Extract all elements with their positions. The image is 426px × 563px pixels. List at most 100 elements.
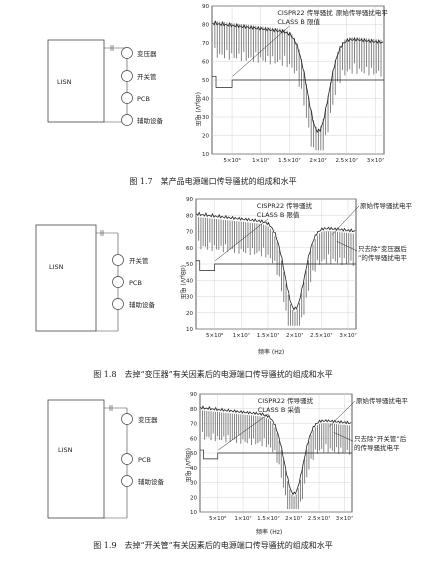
x-axis-label: 频率 (Hz)	[256, 528, 282, 536]
annot-orig: 原始传导骚扰电平	[336, 8, 389, 17]
annot-cispr: CISPR22 传导骚扰	[277, 8, 333, 17]
component-label: PCB	[129, 279, 142, 287]
x-tick-label: 5×10⁶	[223, 157, 241, 164]
caption-1-7: 图 1.7 某产品电源端口传导骚扰的组成和水平	[129, 177, 297, 186]
component-node	[121, 92, 133, 104]
component-label: PCB	[137, 95, 150, 103]
annot-pointer	[336, 241, 358, 252]
figure-1-8: LISN 开关管 PCB 辅助设备 (dBμV) 电压 频率 (Hz) 90 80…	[0, 193, 426, 363]
y-tick-label: 60	[186, 246, 193, 252]
x-tick-label: 1.5×10⁷	[278, 157, 301, 164]
component-node	[121, 114, 133, 126]
y-axis-label: (dBμV) 电压	[184, 448, 192, 482]
annot-pointer	[232, 25, 290, 77]
y-tick-label: 20	[186, 311, 193, 317]
y-tick-label: 10	[186, 327, 193, 333]
y-tick-label: 70	[186, 230, 193, 236]
figure-1-8-svg: LISN 开关管 PCB 辅助设备 (dBμV) 电压 频率 (Hz) 90 80…	[35, 197, 413, 356]
caption-1-8: 图 1.8 去掉“变压器”有关因素后的电源端口传导骚扰的组成和水平	[93, 370, 333, 379]
spectrum-plot: (dBμV) 电压 90 80 70 60 50 40 30 20 10 5×10⁶ 1×10⁷ 1.…	[194, 4, 388, 164]
lisn-label: LISN	[57, 78, 72, 86]
limit-line	[212, 75, 384, 88]
y-tick-label: 20	[202, 134, 209, 140]
y-tick-label: 90	[202, 4, 209, 10]
original-envelope	[212, 20, 384, 133]
annot-orig: 原始传导骚扰电平	[356, 396, 409, 405]
x-axis-label: 频率 (Hz)	[258, 348, 284, 356]
annot-extra-line2: ”的传导骚扰电平	[358, 253, 407, 262]
component-label: 辅助设备	[137, 116, 164, 125]
annot-pointer	[329, 400, 356, 427]
x-tick-label: 1×10⁷	[252, 157, 269, 164]
x-tick-label: 3×10⁷	[336, 515, 353, 522]
component-label: 变压器	[138, 415, 158, 424]
x-tick-label: 2.5×10⁷	[310, 332, 333, 339]
annot-extra-line1: 只去除“变压器后	[358, 244, 407, 253]
y-axis-label: (dBμV) 电压	[179, 265, 187, 299]
annot-pointer	[333, 432, 354, 442]
annot-pointer	[331, 205, 360, 235]
figure-1-7: LISN 变压器 开关管 PCB 辅助设备 (dBμV) 电压 90 80 70 60…	[0, 0, 426, 172]
x-tick-label: 5×10⁶	[206, 332, 224, 339]
annot-cispr: CISPR22 传导骚扰	[257, 201, 313, 210]
spectrum-plot: (dBμV) 电压 频率 (Hz) 90 80 70 60 50 40 30 20 10 5×10…	[184, 392, 409, 536]
y-tick-label: 60	[190, 436, 197, 442]
x-tick-label: 1.5×10⁷	[257, 332, 280, 339]
y-tick-label: 70	[202, 41, 209, 47]
component-node	[121, 70, 133, 82]
annot-cispr: CISPR22 传导骚扰	[258, 396, 314, 405]
x-tick-label: 2.5×10⁷	[335, 157, 358, 164]
spectrum-plot: (dBμV) 电压 频率 (Hz) 90 80 70 60 50 40 30 20 10 5×10…	[179, 197, 413, 356]
x-tick-label: 2.5×10⁷	[308, 515, 331, 522]
y-tick-label: 30	[190, 481, 197, 487]
original-envelope	[200, 405, 352, 496]
annot-extra-line2: 的传导骚扰电平	[354, 443, 400, 452]
y-tick-label: 40	[202, 97, 209, 103]
component-label: 开关管	[129, 256, 149, 265]
annot-class: CLASS B 限值	[257, 210, 300, 219]
lisn-box	[47, 399, 105, 519]
x-tick-label: 3×10⁷	[367, 157, 384, 164]
y-tick-label: 80	[186, 213, 193, 219]
annot-class: CLASS B 采值	[258, 405, 301, 414]
y-tick-label: 90	[190, 392, 197, 398]
x-tick-label: 5×10⁶	[209, 515, 227, 522]
y-tick-label: 30	[202, 115, 209, 121]
figure-1-9-svg: LISN 变压器 PCB 辅助设备 (dBμV) 电压 频率 (Hz) 90 80…	[47, 392, 409, 536]
y-tick-label: 50	[190, 451, 197, 457]
y-tick-label: 80	[202, 23, 209, 29]
y-tick-label: 50	[186, 262, 193, 268]
component-label: 辅助设备	[138, 477, 165, 486]
annot-orig: 原始传导骚扰电平	[360, 201, 413, 210]
x-tick-label: 1×10⁷	[233, 332, 250, 339]
lisn-box	[47, 39, 105, 123]
y-tick-label: 60	[202, 60, 209, 66]
component-label: PCB	[138, 456, 151, 464]
caption-1-9: 图 1.9 去掉“开关管”有关因素后的电源端口传导骚扰的组成和水平	[93, 541, 333, 550]
figure-1-7-svg: LISN 变压器 开关管 PCB 辅助设备 (dBμV) 电压 90 80 70 60…	[47, 4, 388, 164]
lisn-label: LISN	[58, 446, 73, 454]
figure-1-9: LISN 变压器 PCB 辅助设备 (dBμV) 电压 频率 (Hz) 90 80…	[0, 386, 426, 538]
y-axis-label: (dBμV) 电压	[194, 92, 202, 126]
x-tick-label: 2×10⁷	[309, 157, 326, 164]
y-tick-label: 40	[190, 466, 197, 472]
annot-extra-line1: 只去除“开关管”后	[354, 434, 407, 443]
x-tick-label: 1×10⁷	[234, 515, 251, 522]
component-label: 辅助设备	[129, 300, 156, 309]
original-envelope	[196, 211, 356, 311]
lisn-box	[35, 224, 97, 332]
lisn-label: LISN	[49, 263, 64, 271]
y-tick-label: 50	[202, 78, 209, 84]
x-tick-label: 1.5×10⁷	[257, 515, 280, 522]
y-tick-label: 10	[190, 510, 197, 516]
limit-line	[200, 449, 352, 460]
x-tick-label: 3×10⁷	[339, 332, 356, 339]
y-tick-label: 80	[190, 407, 197, 413]
x-tick-label: 2×10⁷	[286, 332, 303, 339]
y-tick-label: 20	[190, 495, 197, 501]
x-tick-label: 2×10⁷	[285, 515, 302, 522]
component-label: 变压器	[137, 49, 157, 58]
y-tick-label: 10	[202, 152, 209, 158]
component-label: 开关管	[137, 72, 157, 81]
component-node	[121, 47, 133, 59]
